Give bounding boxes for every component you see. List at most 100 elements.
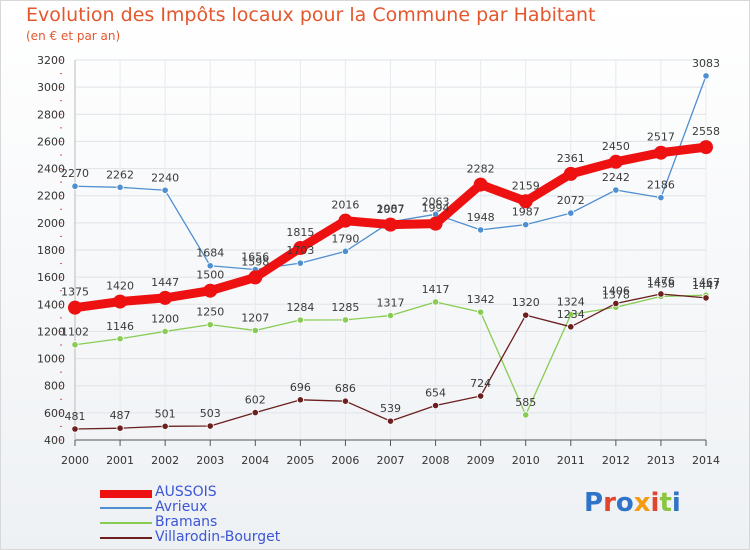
- data-label: 1815: [286, 226, 314, 239]
- y-tick-label: 1200: [37, 325, 65, 338]
- data-label: 3083: [692, 57, 720, 70]
- data-point: [386, 311, 395, 320]
- x-tick-label: 2010: [512, 454, 540, 467]
- data-label: 1146: [106, 320, 134, 333]
- chart-subtitle: (en € et par an): [26, 29, 121, 43]
- data-point: [477, 392, 485, 400]
- data-point: [116, 424, 124, 432]
- data-label: 1447: [151, 276, 179, 289]
- data-point: [702, 294, 710, 302]
- data-point: [473, 177, 488, 192]
- data-point: [206, 422, 214, 430]
- data-point: [431, 298, 440, 306]
- y-tick-label: 400: [44, 434, 65, 447]
- data-label: 2450: [602, 140, 630, 153]
- data-point: [161, 327, 169, 336]
- x-tick-label: 2002: [151, 454, 179, 467]
- data-point: [612, 299, 620, 308]
- y-tick-label: 1000: [37, 353, 65, 366]
- data-label: 1458: [647, 277, 675, 290]
- legend-label-villarodin-bourget: Villarodin-Bourget: [155, 529, 281, 545]
- data-point: [341, 316, 350, 324]
- data-point: [116, 183, 124, 191]
- data-label: 1250: [196, 306, 224, 319]
- data-label: 2016: [331, 199, 359, 212]
- data-label: 1420: [106, 280, 134, 293]
- data-point: [522, 221, 530, 229]
- data-point: [383, 217, 398, 232]
- data-label: 2240: [151, 171, 179, 184]
- y-tick-label: 2200: [37, 190, 65, 203]
- data-label: 1476: [647, 275, 675, 288]
- data-point: [116, 335, 124, 343]
- data-label: 1200: [151, 312, 179, 325]
- x-tick-label: 2008: [422, 454, 450, 467]
- x-tick-label: 2012: [602, 454, 630, 467]
- data-label: 2063: [422, 195, 450, 208]
- data-point: [341, 397, 350, 405]
- y-tick-label: 3200: [37, 54, 65, 67]
- data-point: [612, 186, 620, 194]
- data-label: 2072: [557, 194, 585, 207]
- data-label: 1703: [286, 244, 314, 257]
- data-label: 2517: [647, 131, 675, 144]
- legend-item-villarodin-bourget[interactable]: Villarodin-Bourget: [100, 529, 360, 547]
- x-tick-label: 2009: [467, 454, 495, 467]
- data-point: [522, 311, 530, 319]
- data-label: 1417: [422, 283, 450, 296]
- y-tick-label: 2000: [37, 217, 65, 230]
- data-label: 2558: [692, 125, 720, 138]
- data-label: 1234: [557, 308, 585, 321]
- data-label: 481: [65, 410, 86, 423]
- legend-swatch-aussois: [100, 490, 152, 498]
- x-tick-label: 2005: [286, 454, 314, 467]
- data-label: 1317: [377, 297, 405, 310]
- data-point: [431, 401, 440, 410]
- y-tick-label: 600: [44, 407, 65, 420]
- legend-item-bramans[interactable]: Bramans: [100, 514, 360, 532]
- logo-letter: t: [659, 488, 672, 518]
- data-label: 2282: [467, 163, 495, 176]
- data-label: 1324: [557, 296, 585, 309]
- data-label: 696: [290, 381, 311, 394]
- data-point: [657, 194, 665, 202]
- data-label: 1467: [692, 276, 720, 289]
- data-label: 1102: [61, 326, 89, 339]
- data-point: [653, 145, 668, 160]
- data-point: [428, 216, 443, 231]
- data-label: 1406: [602, 284, 630, 297]
- data-point: [206, 321, 214, 329]
- data-label: 1284: [286, 301, 314, 314]
- y-tick-label: 2800: [37, 108, 65, 121]
- data-label: 1987: [377, 203, 405, 216]
- data-label: 1987: [512, 206, 540, 219]
- x-tick-label: 2001: [106, 454, 134, 467]
- data-point: [518, 194, 533, 209]
- data-label: 1320: [512, 296, 540, 309]
- data-label: 1447: [692, 279, 720, 292]
- logo-letter: i: [671, 488, 681, 518]
- logo-letter: P: [584, 488, 604, 518]
- data-label: 1598: [241, 255, 269, 268]
- data-point: [161, 186, 169, 194]
- data-point: [522, 411, 530, 419]
- logo-letter: x: [633, 488, 651, 518]
- data-label: 1285: [331, 301, 359, 314]
- legend-label-avrieux: Avrieux: [155, 499, 208, 515]
- legend-item-avrieux[interactable]: Avrieux: [100, 499, 360, 517]
- logo-letter: r: [603, 488, 616, 518]
- data-label: 1378: [602, 288, 630, 301]
- y-tick-label: 1800: [37, 244, 65, 257]
- data-point: [68, 300, 82, 315]
- y-tick-label: 800: [44, 380, 65, 393]
- data-label: 2262: [106, 168, 134, 181]
- data-point: [608, 154, 623, 169]
- legend-item-aussois[interactable]: AUSSOIS: [100, 484, 360, 502]
- x-tick-label: 2000: [61, 454, 89, 467]
- data-point: [248, 270, 263, 285]
- logo-letter: o: [615, 488, 634, 518]
- y-tick-label: 1400: [37, 298, 65, 311]
- data-point: [477, 308, 485, 316]
- data-label: 2361: [557, 152, 585, 165]
- data-label: 654: [425, 387, 446, 400]
